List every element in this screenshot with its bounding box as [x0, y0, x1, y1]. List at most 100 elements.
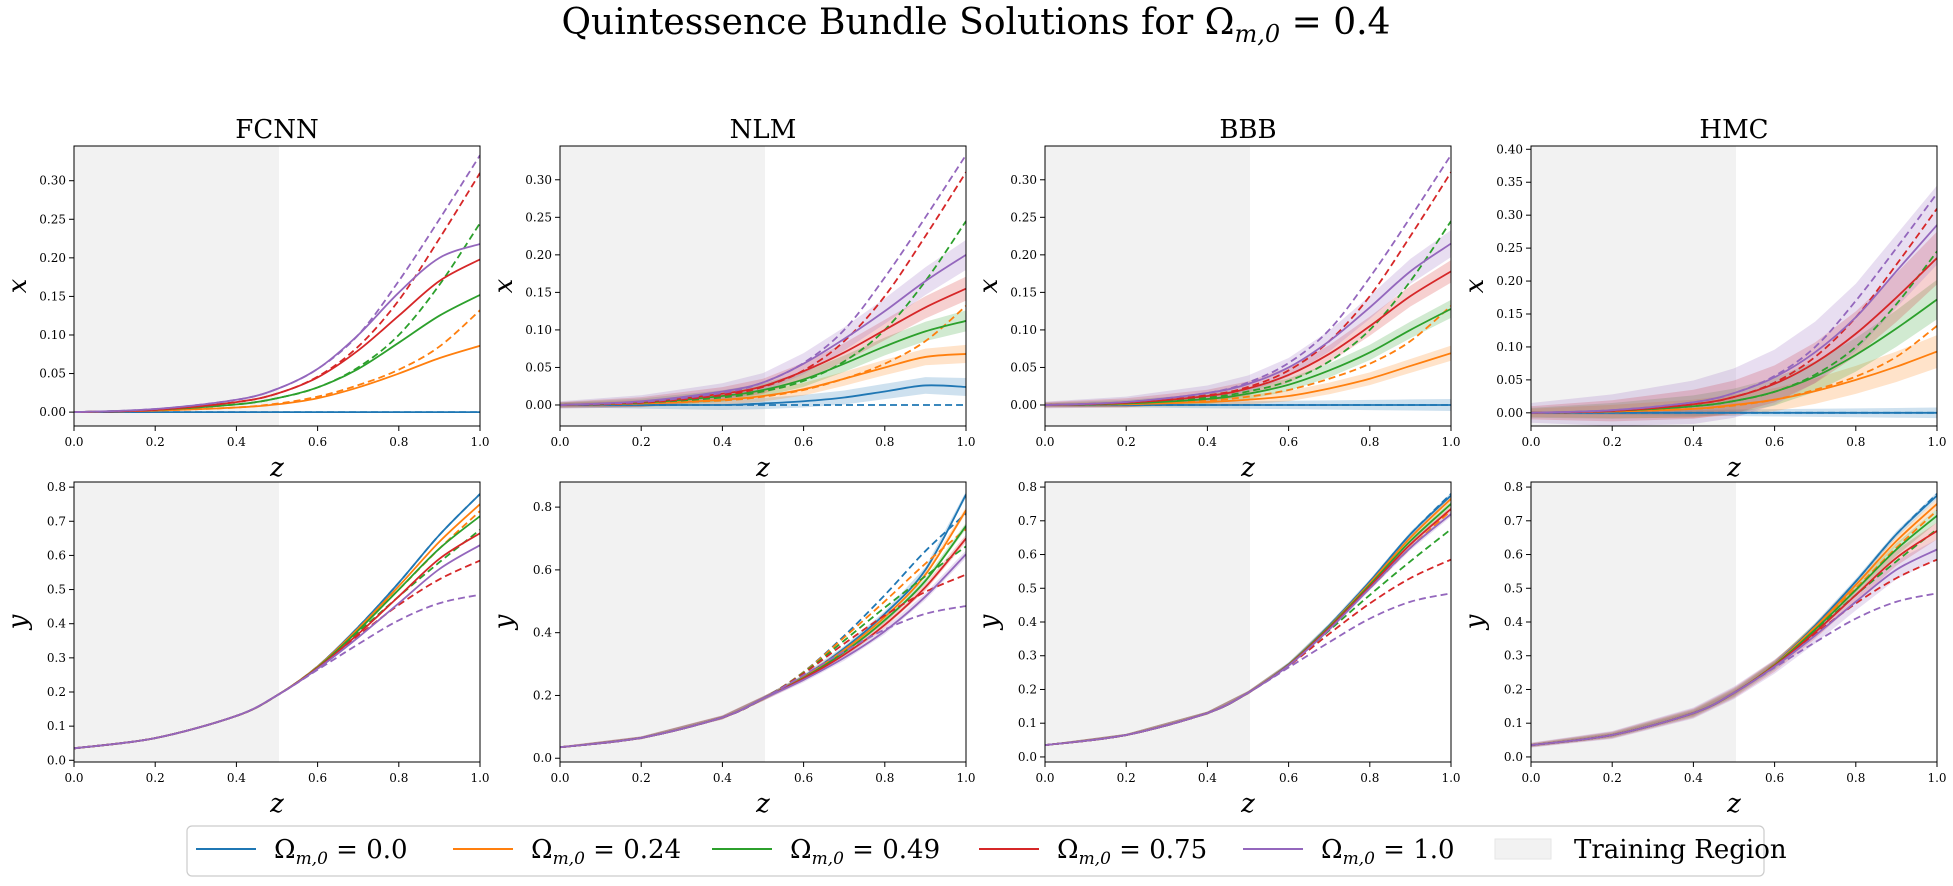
subplot-6: 0.0 0.2 0.4 0.6 0.8 1.0 0.0 0.2 0.4 0.6 0.8 z y	[489, 481, 976, 819]
y-tick-label: 0.10	[39, 328, 66, 342]
y-tick-label: 0.8	[533, 500, 552, 514]
y-tick-label: 0.4	[1018, 615, 1037, 629]
x-tick-label: 0.0	[550, 771, 569, 785]
plot-area	[560, 491, 966, 749]
y-tick-label: 0.6	[1018, 548, 1037, 562]
x-tick-label: 0.6	[794, 435, 813, 449]
x-tick-label: 0.6	[1765, 771, 1784, 785]
plot-area	[1045, 492, 1451, 747]
subplot-8: 0.0 0.2 0.4 0.6 0.8 1.0 0.0 0.1 0.2 0.3 0.4 0.5 0.6 0…	[1460, 480, 1947, 819]
x-axis-label: z	[1240, 789, 1255, 819]
x-tick-label: 1.0	[956, 771, 975, 785]
x-tick-label: 0.8	[389, 435, 408, 449]
x-tick-label: 0.2	[632, 771, 651, 785]
x-tick-label: 0.8	[1360, 771, 1379, 785]
legend: Ωm,0 = 0.0 Ωm,0 = 0.24 Ωm,0 = 0.49 Ωm,0 = 0…	[186, 825, 1787, 877]
figure-title: Quintessence Bundle Solutions for Ωm,0 =…	[562, 2, 1391, 48]
training-region	[560, 146, 766, 426]
y-tick-label: 0.00	[525, 398, 552, 412]
x-tick-label: 0.0	[1521, 771, 1540, 785]
y-tick-label: 0.1	[1504, 716, 1523, 730]
subplot-4: 0.0 0.2 0.4 0.6 0.8 1.0 0.00 0.05 0.10 0.15 0.20 0.…	[1460, 115, 1947, 483]
legend-label: Ωm,0 = 1.0	[1321, 835, 1455, 869]
y-tick-label: 0.15	[39, 289, 66, 303]
x-tick-label: 0.6	[308, 771, 327, 785]
pred-line-4	[560, 553, 966, 749]
pred-line-2	[1045, 308, 1451, 406]
y-tick-label: 0.4	[533, 626, 552, 640]
legend-label: Ωm,0 = 0.75	[1057, 835, 1207, 869]
legend-entry-1: Ωm,0 = 0.24	[453, 835, 681, 869]
legend-label: Training Region	[1574, 835, 1787, 865]
subplot-1: 0.0 0.2 0.4 0.6 0.8 1.0 0.00 0.05 0.10 0.15 0.20 0.…	[3, 115, 490, 483]
x-axis-label: z	[755, 453, 770, 483]
pred-line-3	[1045, 270, 1451, 406]
subplot-2: 0.0 0.2 0.4 0.6 0.8 1.0 0.00 0.05 0.10 0.15 0.20 0.…	[489, 115, 976, 483]
y-axis-label: x	[974, 278, 1004, 293]
x-tick-label: 0.2	[1603, 771, 1622, 785]
uncertainty-band-0	[560, 491, 966, 749]
y-tick-label: 0.0	[533, 751, 552, 765]
y-axis-label: y	[3, 614, 33, 630]
x-axis-label: z	[269, 453, 284, 483]
y-tick-label: 0.05	[39, 367, 66, 381]
y-tick-label: 0.4	[47, 617, 66, 631]
x-axis-label: z	[1726, 789, 1741, 819]
x-tick-label: 0.0	[1521, 435, 1540, 449]
legend-label: Ωm,0 = 0.0	[274, 835, 408, 869]
pred-line-4	[1045, 242, 1451, 406]
y-tick-label: 0.0	[1504, 750, 1523, 764]
pred-line-4	[74, 243, 480, 414]
y-tick-label: 0.2	[533, 688, 552, 702]
training-region	[560, 482, 766, 762]
axes-frame	[1044, 145, 1452, 427]
legend-swatch	[1494, 838, 1552, 860]
y-tick-label: 0.8	[1504, 480, 1523, 494]
legend-label: Ωm,0 = 0.24	[531, 835, 681, 869]
x-tick-label: 1.0	[1441, 435, 1460, 449]
uncertainty-band-2	[1045, 299, 1451, 408]
y-tick-label: 0.15	[525, 285, 552, 299]
uncertainty-band-1	[1531, 335, 1937, 419]
x-tick-label: 0.8	[1360, 435, 1379, 449]
y-tick-label: 0.6	[533, 563, 552, 577]
uncertainty-band-2	[560, 310, 966, 408]
subplot-title: FCNN	[235, 115, 318, 145]
uncertainty-band-1	[560, 344, 966, 408]
x-tick-label: 0.2	[1117, 435, 1136, 449]
y-tick-label: 0.3	[1018, 649, 1037, 663]
x-tick-label: 0.6	[1279, 771, 1298, 785]
training-region	[1531, 146, 1737, 426]
x-tick-label: 0.2	[146, 435, 165, 449]
x-tick-label: 1.0	[1927, 771, 1946, 785]
y-tick-label: 0.5	[47, 583, 66, 597]
x-tick-label: 0.6	[1279, 435, 1298, 449]
x-tick-label: 0.8	[1846, 771, 1865, 785]
subplot-title: NLM	[730, 115, 797, 145]
pred-line-1	[1045, 352, 1451, 406]
y-tick-label: 0.30	[39, 174, 66, 188]
uncertainty-band-4	[560, 239, 966, 409]
plot-area	[74, 493, 480, 750]
subplot-7: 0.0 0.2 0.4 0.6 0.8 1.0 0.0 0.1 0.2 0.3 0.4 0.5 0.6 0…	[974, 480, 1461, 819]
y-tick-label: 0.0	[47, 753, 66, 767]
x-tick-label: 1.0	[1441, 771, 1460, 785]
x-axis-label: z	[1240, 453, 1255, 483]
x-tick-label: 0.4	[227, 771, 246, 785]
uncertainty-band-1	[560, 507, 966, 749]
x-tick-label: 1.0	[956, 435, 975, 449]
plot-area	[1531, 492, 1937, 748]
x-tick-label: 0.8	[875, 435, 894, 449]
y-tick-label: 0.6	[47, 548, 66, 562]
y-tick-label: 0.30	[525, 173, 552, 187]
y-tick-label: 0.7	[1018, 514, 1037, 528]
y-tick-label: 0.30	[1010, 173, 1037, 187]
y-axis-label: x	[1460, 278, 1490, 293]
training-region	[1045, 482, 1251, 762]
x-tick-label: 1.0	[1927, 435, 1946, 449]
x-tick-label: 0.6	[1765, 435, 1784, 449]
training-region	[74, 146, 280, 426]
axes-frame	[559, 145, 967, 427]
x-tick-label: 0.2	[632, 435, 651, 449]
y-tick-label: 0.20	[1496, 274, 1523, 288]
